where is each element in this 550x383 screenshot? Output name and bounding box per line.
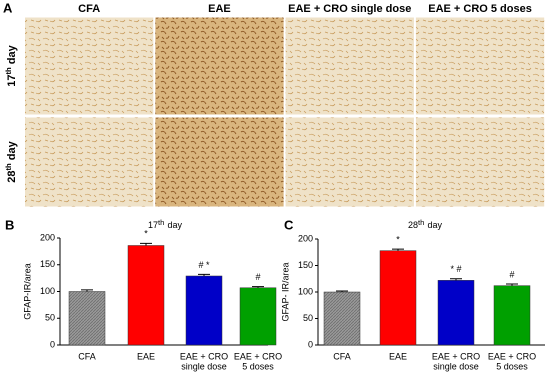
chart-title-number: 17	[148, 220, 158, 230]
x-tick-label: EAE	[389, 351, 407, 361]
y-tick-label: 200	[298, 233, 313, 243]
x-tick-label: EAE + CRO	[234, 351, 282, 361]
x-tick-label: 5 doses	[496, 361, 528, 371]
x-tick-label: CFA	[78, 351, 96, 361]
error-bar	[252, 286, 264, 288]
error-bar	[506, 283, 518, 286]
row-label: 28th day	[4, 140, 18, 182]
micrograph	[414, 16, 546, 116]
y-tick-label: 150	[40, 259, 55, 269]
column-header: EAE	[208, 3, 231, 15]
column-header: CFA	[78, 3, 100, 15]
bar	[493, 285, 531, 346]
chart-title-suffix: th	[158, 218, 164, 227]
panel-label: A	[3, 0, 13, 15]
bar	[437, 280, 475, 346]
bar	[379, 250, 417, 346]
micrograph	[24, 116, 155, 208]
x-tick-label: single dose	[433, 361, 479, 371]
column-header: EAE + CRO single dose	[288, 3, 411, 15]
column-header: EAE + CRO 5 doses	[428, 3, 532, 15]
error-bar	[392, 248, 404, 251]
micrograph	[284, 116, 415, 208]
bar	[323, 291, 361, 346]
error-bar	[81, 289, 93, 292]
y-axis-label: GFAP- IR/area	[280, 262, 290, 321]
chart-title: 28th day	[408, 218, 442, 230]
y-tick-label: 0	[50, 339, 55, 349]
row-label-word: day	[6, 44, 18, 64]
significance-mark: *	[144, 229, 148, 239]
y-axis-label: GFAP-IR/area	[22, 263, 32, 320]
chart-title: 17th day	[148, 218, 182, 230]
error-bar	[140, 242, 152, 246]
x-tick-label: CFA	[333, 351, 351, 361]
significance-mark: # *	[198, 260, 210, 270]
chart-title-word: day	[427, 220, 442, 230]
significance-mark: #	[255, 272, 260, 282]
x-tick-label: EAE + CRO	[432, 351, 480, 361]
bar	[68, 291, 106, 346]
error-bar	[336, 290, 348, 292]
row-label-suffix: th	[4, 163, 13, 171]
chart-title-word: day	[167, 220, 182, 230]
panel-label: C	[284, 217, 294, 232]
significance-mark: *	[396, 234, 400, 244]
micrograph	[414, 116, 546, 208]
row-label: 17th day	[4, 44, 18, 86]
micrograph	[154, 116, 285, 208]
y-tick-label: 50	[303, 313, 313, 323]
error-bar	[450, 278, 462, 281]
x-tick-label: single dose	[181, 361, 227, 371]
chart-title-suffix: th	[418, 218, 424, 227]
chart-title-number: 28	[408, 220, 418, 230]
x-tick-label: EAE + CRO	[488, 351, 536, 361]
bar	[185, 275, 223, 346]
micrograph	[284, 16, 415, 116]
y-tick-label: 100	[298, 286, 313, 296]
micrograph	[154, 16, 285, 116]
significance-mark: * #	[450, 264, 461, 274]
y-tick-label: 0	[308, 339, 313, 349]
bar	[127, 245, 165, 346]
row-label-number: 28	[6, 170, 18, 182]
row-label-number: 17	[6, 74, 18, 86]
bar	[239, 287, 277, 346]
row-label-word: day	[6, 140, 18, 160]
error-bar	[198, 273, 210, 276]
y-tick-label: 50	[45, 313, 55, 323]
significance-mark: #	[509, 269, 514, 279]
y-tick-label: 100	[40, 286, 55, 296]
panel-label: B	[5, 217, 14, 232]
y-tick-label: 150	[298, 260, 313, 270]
row-label-suffix: th	[4, 67, 13, 75]
x-tick-label: 5 doses	[242, 361, 274, 371]
y-tick-label: 200	[40, 232, 55, 242]
x-tick-label: EAE	[137, 351, 155, 361]
micrograph	[24, 16, 155, 116]
x-tick-label: EAE + CRO	[180, 351, 228, 361]
